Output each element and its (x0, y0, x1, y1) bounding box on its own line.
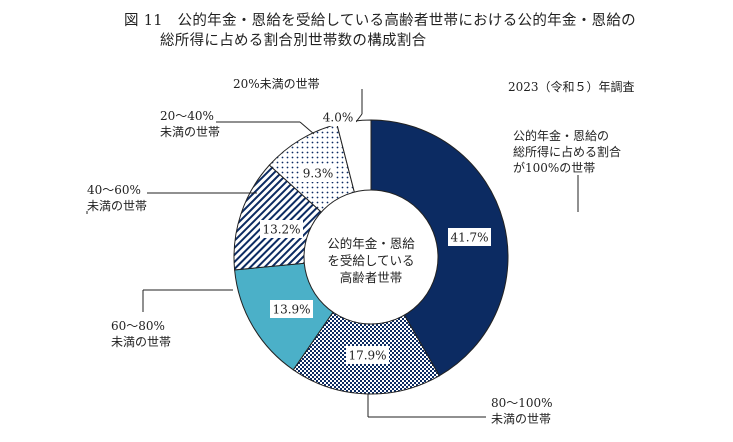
category-label-2-line-1: 80～100% (491, 396, 553, 410)
category-label-3-line-2: 未満の世帯 (111, 335, 172, 349)
center-label: 公的年金・恩給 を受給している 高齢者世帯 (308, 235, 434, 286)
category-label-4-line-1: 40～60% (87, 183, 141, 197)
category-label-5-line-2: 未満の世帯 (160, 125, 221, 139)
category-label-4: 40～60% 未満の世帯 (87, 182, 147, 214)
value-label-box-1 (448, 228, 491, 246)
category-label-2-line-2: 未満の世帯 (491, 412, 552, 426)
value-label-4: 13.2% (262, 223, 300, 237)
value-label-1: 41.7% (450, 231, 488, 245)
slice-2 (292, 256, 440, 395)
center-label-line-1: 公的年金・恩給 (327, 236, 415, 251)
leader-line-5-2 (299, 121, 315, 135)
category-label-1-line-2: 総所得に占める割合 (513, 145, 622, 159)
center-label-line-3: 高齢者世帯 (339, 270, 403, 285)
center-label-line-2: を受給している (327, 253, 415, 268)
value-label-box-3 (270, 300, 313, 318)
value-label-box-4 (260, 220, 303, 238)
category-label-3: 60～80% 未満の世帯 (111, 318, 171, 350)
leader-line-6-2 (355, 113, 363, 123)
value-label-box-6 (320, 108, 356, 126)
value-label-box-2 (346, 346, 389, 364)
value-label-5: 9.3% (303, 167, 334, 181)
category-label-5: 20～40% 未満の世帯 (160, 108, 220, 140)
chart-title-line-2: 総所得に占める割合別世帯数の構成割合 (160, 33, 427, 49)
category-label-2: 80～100% 未満の世帯 (491, 395, 553, 427)
value-label-6: 4.0% (323, 111, 354, 125)
category-label-3-line-1: 60～80% (111, 319, 165, 333)
category-label-5-line-1: 20～40% (160, 109, 214, 123)
category-label-4-line-2: 未満の世帯 (87, 199, 148, 213)
chart-subtitle: 2023（令和５）年調査 (508, 80, 635, 94)
category-label-1: 公的年金・恩給の 総所得に占める割合 が100%の世帯 (513, 128, 621, 176)
category-label-1-line-3: が100%の世帯 (513, 161, 596, 175)
value-label-box-5 (300, 164, 336, 182)
category-label-6: 20%未満の世帯 (233, 76, 320, 92)
chart-title: 図 11 公的年金・恩給を受給している高齢者世帯における公的年金・恩給の 総所得… (124, 11, 636, 51)
chart-title-line-1: 図 11 公的年金・恩給を受給している高齢者世帯における公的年金・恩給の (124, 13, 636, 29)
category-label-1-line-1: 公的年金・恩給の (513, 129, 610, 143)
value-label-2: 17.9% (348, 349, 386, 363)
value-label-3: 13.9% (272, 303, 310, 317)
category-label-6-line-1: 20%未満の世帯 (233, 77, 320, 91)
